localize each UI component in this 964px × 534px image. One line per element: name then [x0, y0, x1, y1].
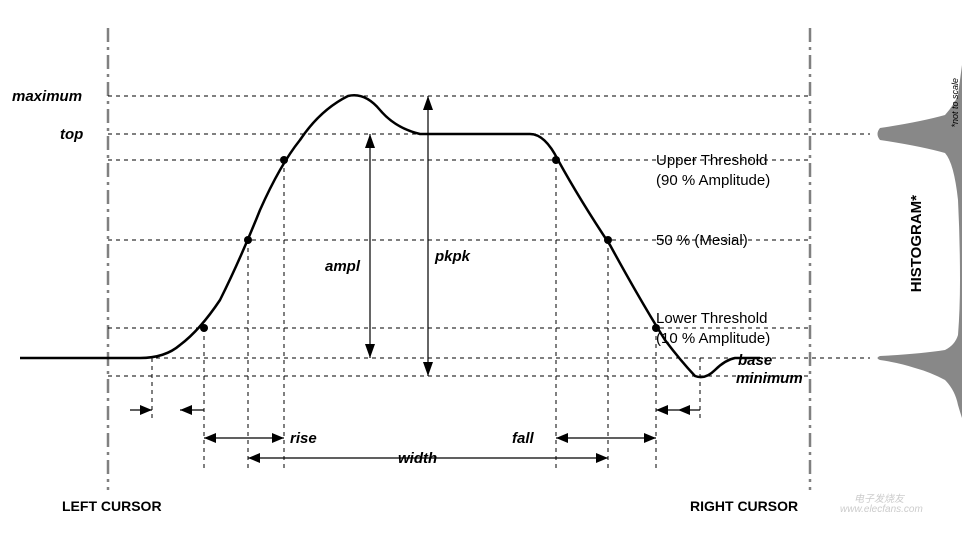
base-label: base: [738, 352, 772, 369]
dot-rise-lower: [200, 324, 208, 332]
outer-left2-arrow: [180, 405, 192, 415]
outer-right2-arrow-head: [656, 405, 668, 415]
dot-rise-upper: [280, 156, 288, 164]
left-cursor-label: LEFT CURSOR: [62, 498, 162, 514]
rise-label: rise: [290, 430, 317, 447]
ampl-arrow-top: [365, 134, 375, 148]
not-to-scale-label: *not to scale: [950, 78, 960, 128]
pkpk-arrow-top: [423, 96, 433, 110]
width-arrow-right: [596, 453, 608, 463]
minimum-label: minimum: [736, 370, 803, 387]
outer-left-arrow: [140, 405, 152, 415]
waveform-trace: [20, 95, 760, 377]
outer-right-arrow: [678, 405, 690, 415]
histogram-label: HISTOGRAM*: [908, 195, 925, 292]
dot-fall-mesial: [604, 236, 612, 244]
ampl-label: ampl: [325, 258, 360, 275]
dot-rise-mesial: [244, 236, 252, 244]
rise-arrow-right: [272, 433, 284, 443]
upper-threshold-label: Upper Threshold: [656, 152, 767, 169]
watermark-2: www.elecfans.com: [840, 504, 923, 515]
maximum-label: maximum: [12, 88, 82, 105]
fall-arrow-right: [644, 433, 656, 443]
watermark-1: 电子发烧友: [854, 490, 904, 505]
pkpk-label: pkpk: [435, 248, 470, 265]
width-arrow-left: [248, 453, 260, 463]
lower-threshold-pct-label: (10 % Amplitude): [656, 330, 770, 347]
fall-arrow-left: [556, 433, 568, 443]
fall-label: fall: [512, 430, 534, 447]
ampl-arrow-bottom: [365, 344, 375, 358]
dot-fall-upper: [552, 156, 560, 164]
waveform-diagram: maximum top Upper Threshold (90 % Amplit…: [0, 0, 964, 534]
width-label: width: [398, 450, 437, 467]
pkpk-arrow-bottom: [423, 362, 433, 376]
lower-threshold-label: Lower Threshold: [656, 310, 767, 327]
upper-threshold-pct-label: (90 % Amplitude): [656, 172, 770, 189]
top-label: top: [60, 126, 83, 143]
right-cursor-label: RIGHT CURSOR: [690, 498, 798, 514]
mesial-label: 50 % (Mesial): [656, 232, 748, 249]
rise-arrow-left: [204, 433, 216, 443]
diagram-svg: [0, 0, 964, 534]
